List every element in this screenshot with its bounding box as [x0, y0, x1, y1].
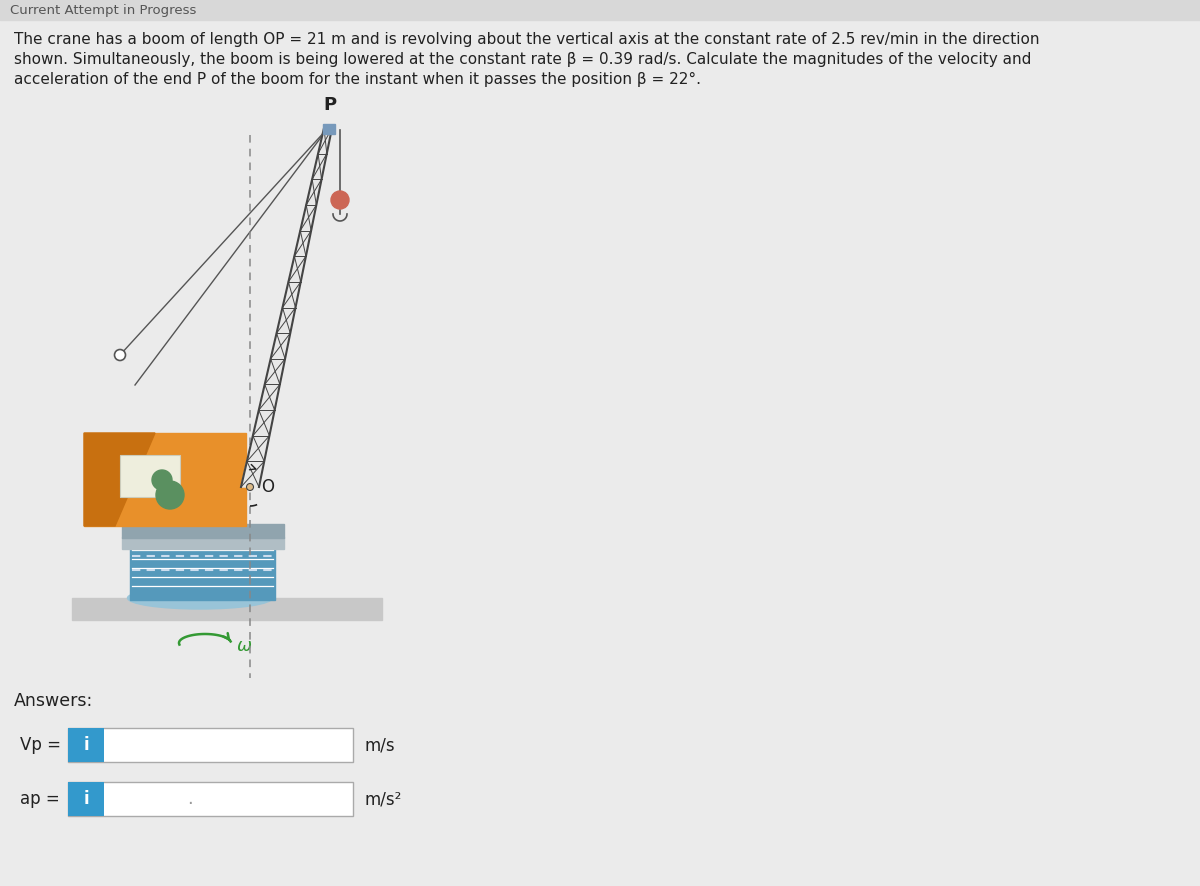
Bar: [0, 0, 1200, 20]
Text: shown. Simultaneously, the boom is being lowered at the constant rate β̇ = 0.39 : shown. Simultaneously, the boom is being…: [14, 52, 1031, 67]
Text: Vp =: Vp =: [20, 736, 61, 754]
Text: ω: ω: [238, 637, 252, 655]
Bar: [68, 782, 353, 816]
Text: i: i: [83, 790, 89, 808]
Text: Answers:: Answers:: [14, 692, 94, 710]
Text: P: P: [324, 96, 336, 114]
Text: acceleration of the end P of the boom for the instant when it passes the positio: acceleration of the end P of the boom fo…: [14, 72, 701, 87]
Bar: [68, 728, 353, 762]
Polygon shape: [84, 433, 155, 526]
Circle shape: [152, 470, 172, 490]
Text: β: β: [227, 455, 236, 470]
Bar: [120, 455, 180, 497]
Text: The crane has a boom of length OP = 21 m and is revolving about the vertical axi: The crane has a boom of length OP = 21 m…: [14, 32, 1039, 47]
Circle shape: [246, 484, 253, 491]
Bar: [122, 537, 284, 549]
Ellipse shape: [127, 587, 272, 609]
Circle shape: [114, 349, 126, 361]
Text: .: .: [187, 790, 193, 808]
Bar: [84, 433, 246, 526]
Bar: [323, 124, 335, 134]
Circle shape: [156, 481, 184, 509]
Bar: [68, 728, 104, 762]
Text: m/s: m/s: [365, 736, 396, 754]
Text: Current Attempt in Progress: Current Attempt in Progress: [10, 4, 197, 17]
Bar: [122, 524, 284, 538]
Polygon shape: [241, 128, 332, 487]
Bar: [72, 598, 382, 620]
Circle shape: [331, 191, 349, 209]
Text: ap =: ap =: [20, 790, 60, 808]
Bar: [68, 782, 104, 816]
Text: m/s²: m/s²: [365, 790, 402, 808]
Text: O: O: [262, 478, 274, 496]
Bar: [130, 545, 275, 600]
Text: i: i: [83, 736, 89, 754]
